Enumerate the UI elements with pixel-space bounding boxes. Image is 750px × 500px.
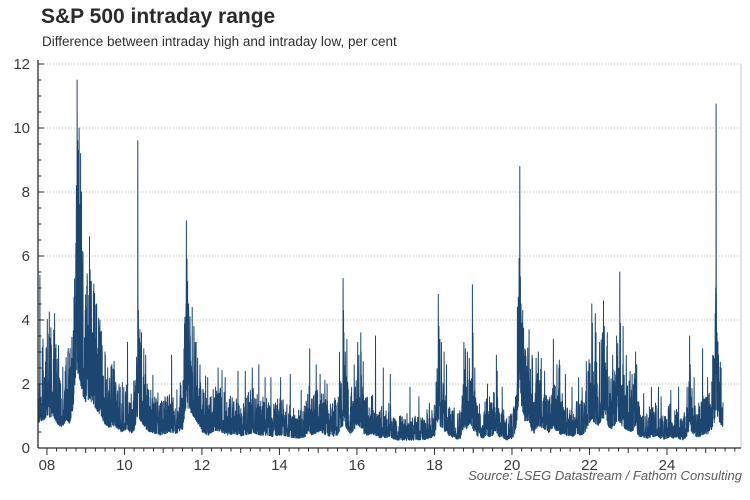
x-axis-tick-label: 14	[271, 457, 288, 474]
source-attribution: Source: LSEG Datastream / Fathom Consult…	[468, 468, 742, 483]
chart-title: S&P 500 intraday range	[41, 5, 276, 28]
y-axis-tick-label: 12	[13, 56, 30, 73]
y-axis-tick-label: 2	[22, 376, 30, 393]
x-axis-tick-label: 22	[581, 457, 598, 474]
x-axis-tick-label: 12	[194, 457, 211, 474]
series-intraday-range	[37, 79, 724, 441]
x-axis-tick-label: 16	[349, 457, 366, 474]
x-axis-tick-label: 24	[659, 457, 676, 474]
y-axis-tick-label: 0	[22, 440, 30, 457]
y-axis-tick-label: 10	[13, 120, 30, 137]
chart-subtitle: Difference between intraday high and int…	[42, 34, 397, 49]
y-axis-tick-label: 6	[22, 248, 30, 265]
y-axis-tick-label: 8	[22, 184, 30, 201]
y-axis-tick-label: 4	[22, 312, 30, 329]
x-axis-tick-label: 08	[39, 457, 56, 474]
x-axis-tick-label: 20	[504, 457, 521, 474]
x-axis-tick-label: 10	[116, 457, 133, 474]
x-axis-tick-label: 18	[426, 457, 443, 474]
